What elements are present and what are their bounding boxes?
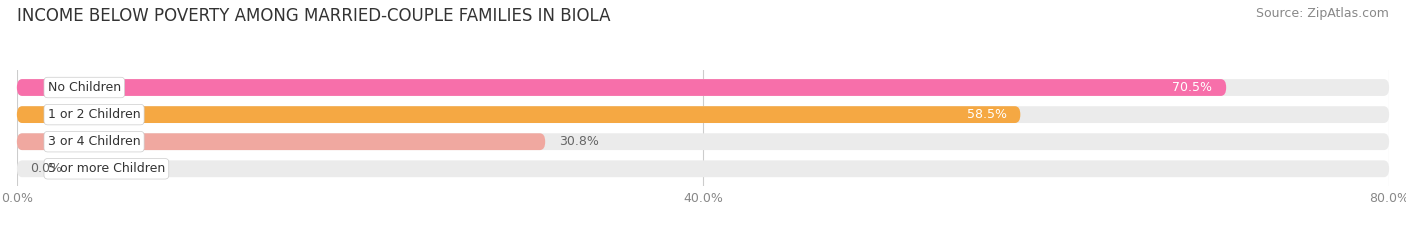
FancyBboxPatch shape xyxy=(17,79,1226,96)
FancyBboxPatch shape xyxy=(17,79,1389,96)
Text: 3 or 4 Children: 3 or 4 Children xyxy=(48,135,141,148)
FancyBboxPatch shape xyxy=(17,106,1389,123)
FancyBboxPatch shape xyxy=(17,133,1389,150)
Text: 30.8%: 30.8% xyxy=(560,135,599,148)
FancyBboxPatch shape xyxy=(17,133,546,150)
Text: 0.0%: 0.0% xyxy=(31,162,63,175)
FancyBboxPatch shape xyxy=(17,160,1389,177)
Text: 70.5%: 70.5% xyxy=(1173,81,1212,94)
Text: No Children: No Children xyxy=(48,81,121,94)
Text: INCOME BELOW POVERTY AMONG MARRIED-COUPLE FAMILIES IN BIOLA: INCOME BELOW POVERTY AMONG MARRIED-COUPL… xyxy=(17,7,610,25)
FancyBboxPatch shape xyxy=(17,106,1021,123)
Text: 58.5%: 58.5% xyxy=(966,108,1007,121)
Text: Source: ZipAtlas.com: Source: ZipAtlas.com xyxy=(1256,7,1389,20)
Text: 5 or more Children: 5 or more Children xyxy=(48,162,165,175)
Text: 1 or 2 Children: 1 or 2 Children xyxy=(48,108,141,121)
